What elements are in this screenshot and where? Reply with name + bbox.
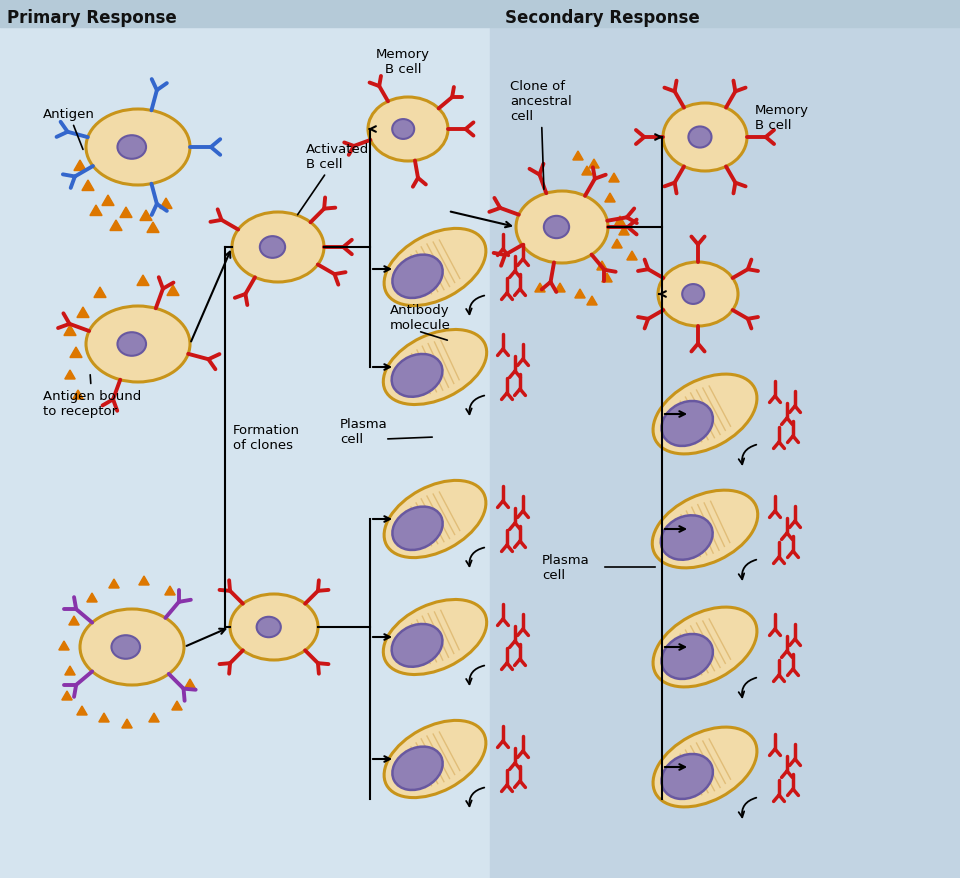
Bar: [0, 0, 960, 28]
Ellipse shape: [80, 609, 184, 685]
Text: Plasma
cell: Plasma cell: [542, 553, 589, 581]
Ellipse shape: [661, 754, 713, 799]
Ellipse shape: [393, 507, 443, 551]
Ellipse shape: [658, 263, 738, 327]
Polygon shape: [612, 240, 622, 248]
Ellipse shape: [232, 212, 324, 283]
Ellipse shape: [660, 515, 712, 560]
Polygon shape: [108, 579, 119, 588]
Polygon shape: [102, 196, 114, 206]
Ellipse shape: [384, 481, 486, 558]
Ellipse shape: [652, 491, 757, 568]
Polygon shape: [160, 198, 172, 209]
Polygon shape: [140, 211, 152, 221]
Polygon shape: [587, 297, 597, 306]
Ellipse shape: [688, 127, 711, 148]
Polygon shape: [149, 713, 159, 723]
Polygon shape: [120, 208, 132, 219]
Polygon shape: [535, 284, 545, 292]
Polygon shape: [64, 326, 76, 336]
Polygon shape: [70, 348, 82, 358]
Text: Antibody
molecule: Antibody molecule: [390, 304, 451, 332]
Ellipse shape: [392, 624, 443, 667]
Text: Formation
of clones: Formation of clones: [233, 423, 300, 451]
Ellipse shape: [383, 600, 487, 675]
Ellipse shape: [543, 217, 569, 239]
Text: Memory
B cell: Memory B cell: [376, 48, 430, 76]
Ellipse shape: [384, 721, 486, 798]
Polygon shape: [167, 285, 180, 296]
Ellipse shape: [653, 727, 756, 807]
Polygon shape: [74, 161, 86, 171]
Polygon shape: [602, 274, 612, 283]
Bar: [0, 0, 490, 878]
Polygon shape: [90, 205, 102, 216]
Polygon shape: [137, 276, 149, 286]
Ellipse shape: [661, 634, 713, 680]
Polygon shape: [609, 174, 619, 183]
Ellipse shape: [230, 594, 318, 660]
Polygon shape: [77, 706, 87, 716]
Ellipse shape: [117, 136, 146, 160]
Polygon shape: [110, 220, 122, 231]
Ellipse shape: [392, 355, 443, 398]
Polygon shape: [94, 288, 106, 299]
Ellipse shape: [683, 284, 705, 305]
Ellipse shape: [393, 255, 443, 299]
Polygon shape: [605, 194, 615, 203]
Ellipse shape: [384, 229, 486, 306]
Text: Secondary Response: Secondary Response: [505, 9, 700, 27]
Ellipse shape: [86, 306, 190, 383]
Polygon shape: [69, 616, 79, 625]
Ellipse shape: [653, 375, 756, 455]
Polygon shape: [61, 691, 72, 700]
Bar: [490, 0, 960, 878]
Text: Antigen: Antigen: [43, 108, 95, 150]
Polygon shape: [65, 666, 75, 675]
Ellipse shape: [653, 608, 756, 687]
Polygon shape: [86, 594, 97, 602]
Ellipse shape: [117, 333, 146, 356]
Polygon shape: [555, 284, 565, 292]
Ellipse shape: [516, 191, 608, 263]
Ellipse shape: [256, 617, 281, 637]
Ellipse shape: [86, 110, 190, 186]
Polygon shape: [575, 290, 586, 299]
Ellipse shape: [260, 237, 285, 258]
Polygon shape: [77, 307, 89, 318]
Polygon shape: [59, 641, 69, 651]
Ellipse shape: [661, 401, 713, 446]
Text: Clone of
ancestral
cell: Clone of ancestral cell: [510, 80, 572, 190]
Polygon shape: [597, 262, 607, 270]
Ellipse shape: [663, 104, 747, 172]
Text: Activated
B cell: Activated B cell: [298, 143, 370, 215]
Polygon shape: [82, 181, 94, 191]
Polygon shape: [619, 227, 629, 235]
Text: Antigen bound
to receptor: Antigen bound to receptor: [43, 375, 141, 418]
Polygon shape: [73, 391, 84, 399]
Polygon shape: [582, 167, 592, 176]
Ellipse shape: [383, 330, 487, 405]
Polygon shape: [139, 576, 149, 586]
Text: Plasma
cell: Plasma cell: [340, 418, 388, 445]
Polygon shape: [627, 252, 637, 261]
Polygon shape: [172, 702, 182, 710]
Ellipse shape: [111, 636, 140, 659]
Ellipse shape: [393, 120, 414, 140]
Polygon shape: [588, 160, 599, 169]
Polygon shape: [614, 217, 625, 226]
Ellipse shape: [393, 747, 443, 790]
Polygon shape: [65, 371, 75, 379]
Polygon shape: [185, 680, 195, 688]
Text: Memory
B cell: Memory B cell: [755, 104, 809, 132]
Polygon shape: [165, 587, 175, 595]
Polygon shape: [147, 223, 159, 234]
Ellipse shape: [368, 97, 448, 162]
Polygon shape: [573, 152, 583, 161]
Polygon shape: [122, 719, 132, 728]
Text: Primary Response: Primary Response: [7, 9, 177, 27]
Polygon shape: [99, 713, 109, 723]
